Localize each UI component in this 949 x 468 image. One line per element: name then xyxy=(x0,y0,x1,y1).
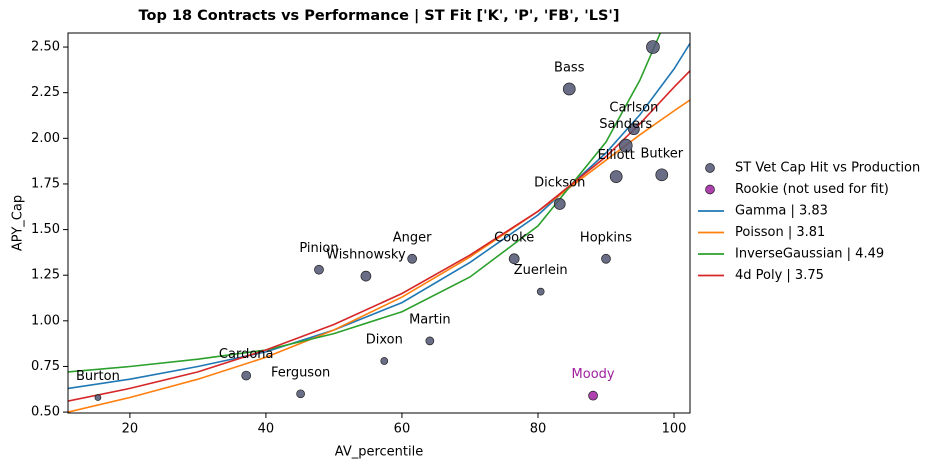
point-label: Dickson xyxy=(534,176,585,191)
legend-label: InverseGaussian | 4.49 xyxy=(735,247,884,262)
point-label: Bass xyxy=(554,61,585,76)
point-label: Cardona xyxy=(219,347,274,362)
data-point xyxy=(425,336,435,346)
point-label: Carlson xyxy=(609,101,658,116)
x-tick-label: 40 xyxy=(258,422,275,437)
legend-label: Poisson | 3.81 xyxy=(735,225,825,240)
fit-line xyxy=(68,33,662,373)
point-label: Burton xyxy=(76,369,120,384)
data-point xyxy=(536,287,545,296)
data-point xyxy=(553,198,566,210)
y-tick-label: 2.25 xyxy=(31,85,60,100)
point-label: Dixon xyxy=(366,332,403,347)
legend-label: ST Vet Cap Hit vs Production xyxy=(735,161,920,176)
y-axis-label: APY_Cap xyxy=(11,195,26,251)
x-tick-label: 20 xyxy=(122,422,139,437)
legend-label: Rookie (not used for fit) xyxy=(735,182,889,197)
y-tick-label: 1.00 xyxy=(31,313,60,328)
point-label: Sanders xyxy=(599,117,652,132)
point-label: Zuerlein xyxy=(514,263,568,278)
legend-label: 4d Poly | 3.75 xyxy=(735,268,824,283)
y-tick-label: 1.25 xyxy=(31,268,60,283)
y-tick-label: 2.50 xyxy=(31,40,60,55)
x-tick-label: 80 xyxy=(530,422,547,437)
plot-frame xyxy=(67,32,691,414)
chart-title: Top 18 Contracts vs Performance | ST Fit… xyxy=(139,8,620,24)
y-tick-label: 0.50 xyxy=(31,405,60,420)
legend-marker xyxy=(705,184,715,195)
point-label: Butker xyxy=(640,146,683,161)
point-label: Wishnowsky xyxy=(326,248,406,263)
data-point xyxy=(360,270,372,282)
x-tick-label: 60 xyxy=(394,422,411,437)
y-tick-label: 1.50 xyxy=(31,222,60,237)
data-point xyxy=(588,390,598,401)
point-label: Moody xyxy=(572,367,615,382)
data-point xyxy=(646,40,660,54)
y-tick-label: 0.75 xyxy=(31,359,60,374)
legend-marker xyxy=(705,163,715,173)
data-point xyxy=(618,138,633,153)
plot-area xyxy=(68,33,690,413)
point-label: Ferguson xyxy=(271,365,330,380)
point-label: Anger xyxy=(393,230,432,245)
data-point xyxy=(296,389,305,399)
data-point xyxy=(609,170,623,183)
data-point xyxy=(407,253,418,264)
point-label: Pinion xyxy=(299,241,338,256)
x-tick-label: 100 xyxy=(662,422,687,437)
fit-line xyxy=(68,99,690,413)
data-point xyxy=(601,253,611,264)
data-point xyxy=(241,370,252,381)
point-label: Hopkins xyxy=(580,230,632,245)
data-point xyxy=(94,394,102,401)
point-label: Martin xyxy=(409,312,450,327)
data-point xyxy=(562,82,576,96)
data-point xyxy=(655,168,669,182)
point-label: Elliott xyxy=(598,148,635,163)
fit-line xyxy=(68,42,690,390)
y-tick-label: 2.00 xyxy=(31,131,60,146)
data-point xyxy=(508,253,520,265)
data-point xyxy=(380,357,389,365)
y-tick-label: 1.75 xyxy=(31,176,60,191)
data-point xyxy=(314,264,324,275)
fit-line xyxy=(68,70,690,402)
point-label: Cooke xyxy=(494,230,534,245)
x-axis-label: AV_percentile xyxy=(335,445,423,460)
data-point xyxy=(628,123,640,136)
legend-label: Gamma | 3.83 xyxy=(735,204,828,219)
